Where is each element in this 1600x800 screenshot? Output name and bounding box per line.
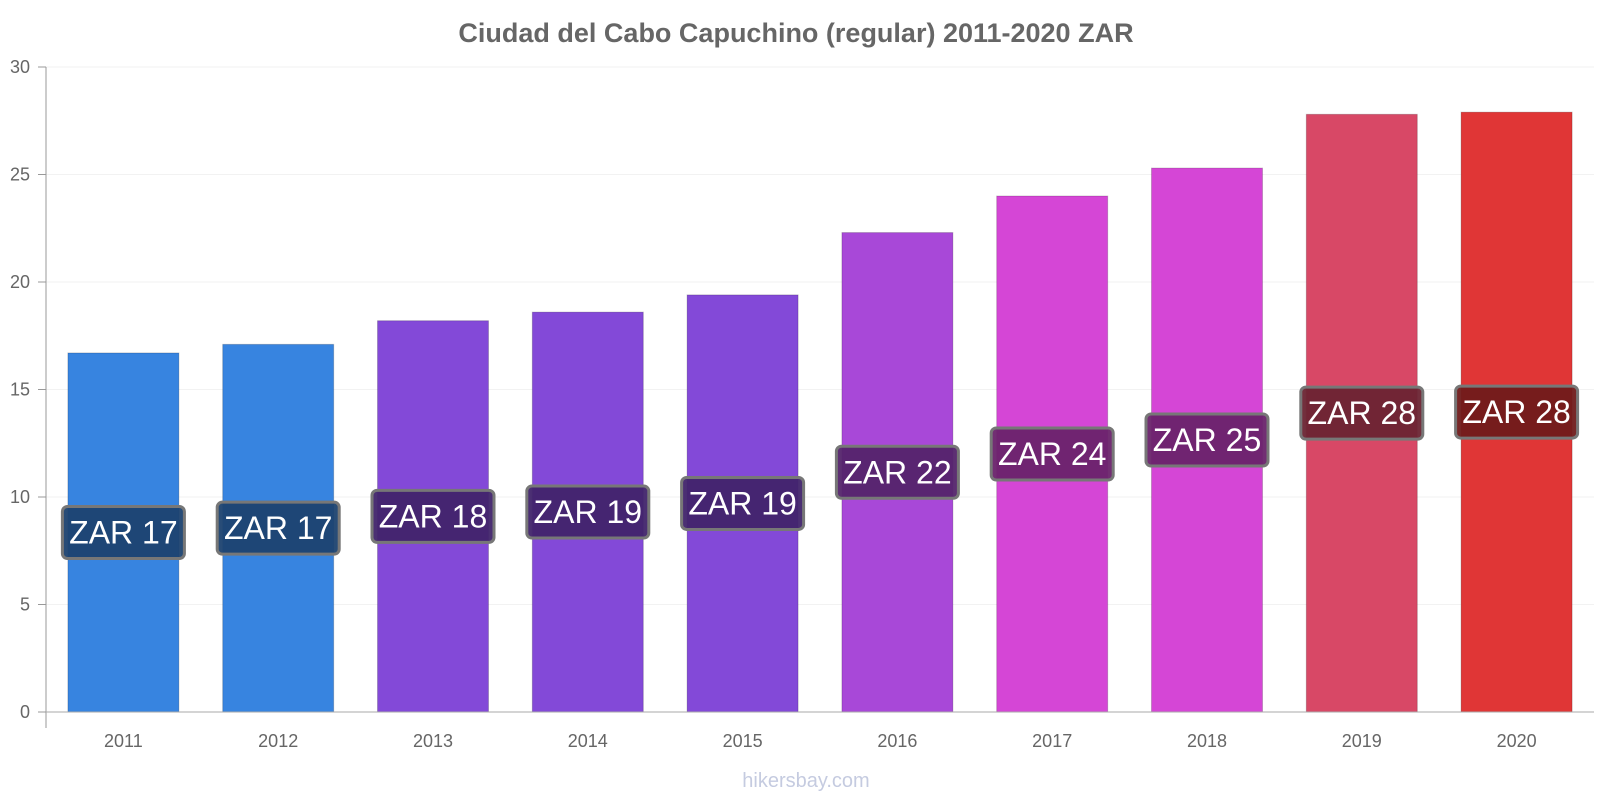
x-tick-label: 2016	[877, 731, 917, 751]
data-label-box	[834, 444, 960, 500]
y-tick-label: 0	[20, 702, 30, 722]
data-label-box	[370, 488, 496, 544]
data-label: ZAR 22	[843, 454, 951, 490]
x-tick-label: 2014	[568, 731, 608, 751]
y-tick-label: 15	[10, 380, 30, 400]
data-label: ZAR 24	[998, 436, 1106, 472]
data-label: ZAR 28	[1308, 395, 1416, 431]
data-label-box	[680, 475, 806, 531]
x-tick-label: 2020	[1497, 731, 1537, 751]
data-label-box	[989, 426, 1115, 482]
x-tick-label: 2019	[1342, 731, 1382, 751]
data-label: ZAR 18	[379, 498, 487, 534]
y-tick-label: 20	[10, 272, 30, 292]
data-label-box	[1144, 412, 1270, 468]
x-tick-label: 2015	[723, 731, 763, 751]
y-tick-label: 25	[10, 165, 30, 185]
x-tick-label: 2013	[413, 731, 453, 751]
data-label-box	[525, 484, 651, 540]
data-label: ZAR 19	[534, 494, 642, 530]
data-label: ZAR 17	[224, 510, 332, 546]
data-label-box	[60, 504, 186, 560]
x-tick-label: 2018	[1187, 731, 1227, 751]
y-tick-label: 5	[20, 595, 30, 615]
data-label-box	[1454, 384, 1580, 440]
y-tick-label: 30	[10, 57, 30, 77]
x-tick-label: 2011	[104, 731, 143, 751]
data-label-box	[215, 500, 341, 556]
data-label: ZAR 19	[688, 485, 796, 521]
y-tick-label: 10	[10, 487, 30, 507]
data-label-box	[1299, 385, 1425, 441]
x-tick-label: 2017	[1032, 731, 1072, 751]
data-labels: ZAR 17 ZAR 17 ZAR 18 ZAR 19 ZAR 19 ZAR 22 ZAR …	[60, 384, 1580, 560]
data-label: ZAR 17	[69, 514, 177, 550]
data-label: ZAR 25	[1153, 422, 1261, 458]
chart-title: Ciudad del Cabo Capuchino (regular) 2011…	[458, 18, 1133, 48]
data-label: ZAR 28	[1462, 394, 1570, 430]
x-axis: 2011 2012 2013 2014 2015 2016 2017 2018 2019 2020	[46, 711, 1594, 751]
y-axis: 0 5 10 15 20 25 30	[10, 57, 47, 728]
x-tick-label: 2012	[258, 731, 298, 751]
watermark: hikersbay.com	[742, 770, 869, 792]
